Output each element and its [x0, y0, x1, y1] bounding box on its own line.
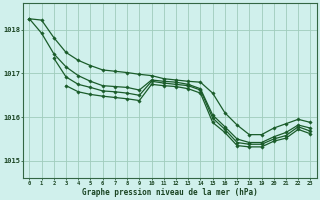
X-axis label: Graphe pression niveau de la mer (hPa): Graphe pression niveau de la mer (hPa) — [82, 188, 258, 197]
